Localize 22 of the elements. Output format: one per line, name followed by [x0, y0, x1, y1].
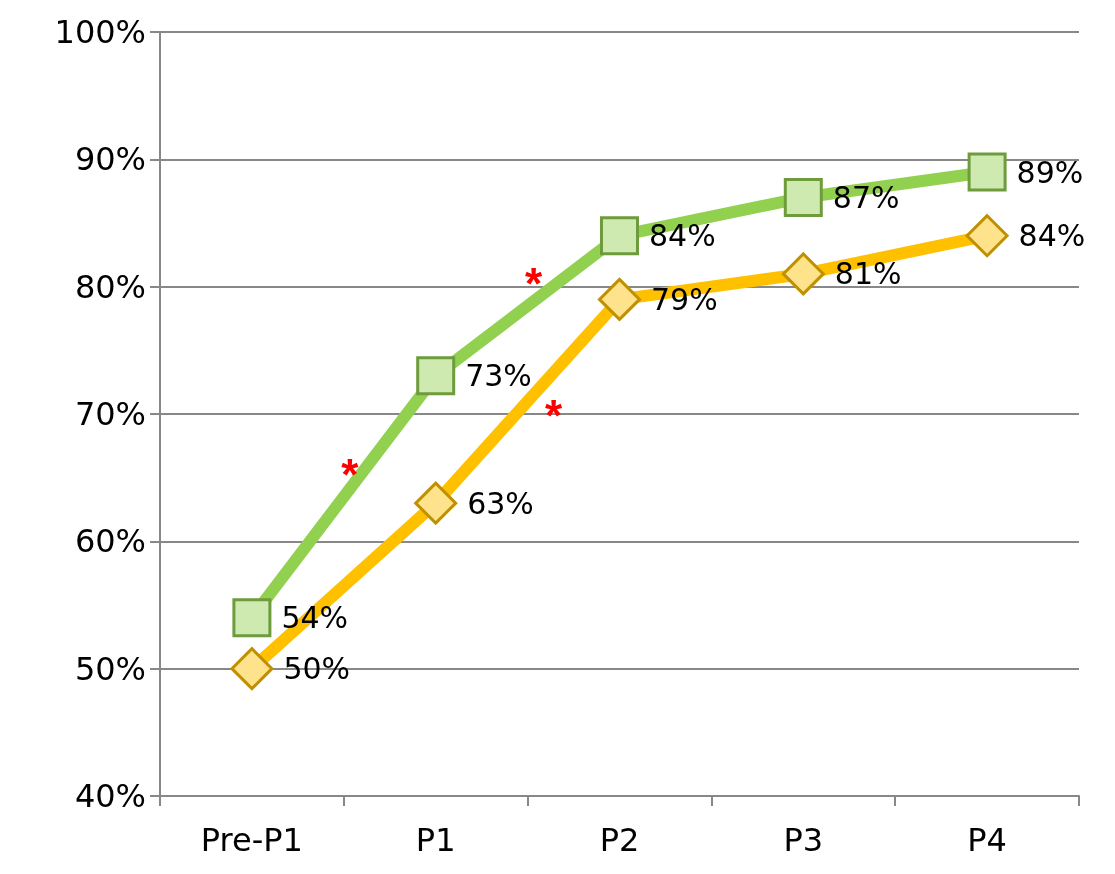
- x-tick-label: P4: [967, 821, 1007, 859]
- x-tick-label: P3: [783, 821, 824, 859]
- data-label: 89%: [1016, 154, 1084, 190]
- y-tick-label: 80%: [74, 267, 146, 306]
- y-tick-label: 50%: [74, 649, 146, 688]
- annotation: *: [341, 450, 360, 500]
- annotation: *: [545, 390, 564, 440]
- y-tick-label: 90%: [74, 140, 146, 179]
- annotation: *: [525, 259, 544, 309]
- x-tick-label: P1: [415, 821, 456, 859]
- data-label: 84%: [649, 218, 716, 254]
- x-tick-label: P2: [599, 821, 640, 859]
- x-tick-label: Pre-P1: [200, 821, 303, 859]
- data-label: 63%: [467, 485, 534, 521]
- data-label: 84%: [1018, 218, 1086, 254]
- data-label: 50%: [283, 651, 351, 687]
- data-label: 81%: [834, 256, 902, 292]
- y-tick-label: 60%: [74, 522, 146, 561]
- y-tick-label: 40%: [74, 777, 146, 815]
- y-tick-label: 100%: [54, 13, 146, 51]
- y-tick-label: 70%: [74, 395, 146, 433]
- data-label: 73%: [465, 358, 532, 394]
